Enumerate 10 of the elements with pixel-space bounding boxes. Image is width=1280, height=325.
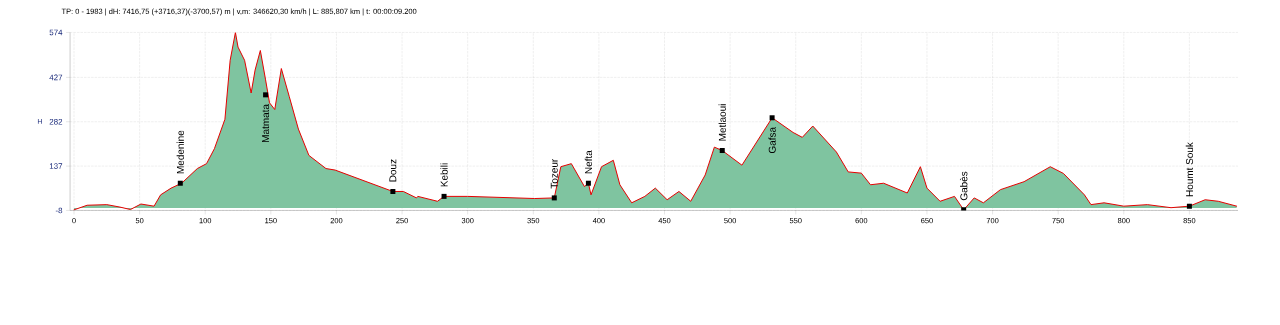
annotation: Tozeur bbox=[550, 158, 558, 189]
annotation: Matmata bbox=[262, 104, 270, 142]
annotation: Gafsa bbox=[768, 126, 776, 154]
annotation: Medenine bbox=[176, 130, 184, 174]
annotation: Douz bbox=[389, 159, 397, 182]
annotation: Kebili bbox=[440, 163, 448, 187]
annotation: Nefta bbox=[584, 150, 593, 174]
annotation: Houmt Souk bbox=[1185, 142, 1194, 197]
annotation: Metlaoui bbox=[718, 104, 726, 141]
annotation: Gabès bbox=[959, 171, 968, 201]
